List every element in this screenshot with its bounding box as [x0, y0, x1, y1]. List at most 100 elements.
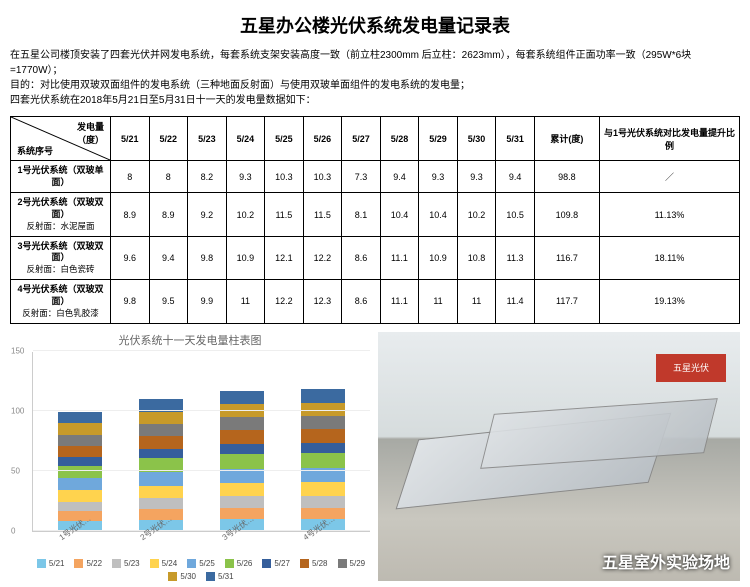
data-cell: 8.9 [149, 193, 188, 236]
data-cell: 10.4 [419, 193, 458, 236]
data-cell: 10.8 [457, 236, 496, 279]
data-cell: 11.3 [496, 236, 535, 279]
ratio-cell: 11.13% [600, 193, 740, 236]
data-cell: 11 [419, 280, 458, 323]
data-cell: 10.3 [303, 161, 342, 193]
data-cell: 9.9 [188, 280, 227, 323]
data-cell: 10.9 [419, 236, 458, 279]
data-cell: 11 [226, 280, 265, 323]
sum_col: 累计(度) [534, 117, 599, 161]
data-cell: 11.1 [380, 236, 419, 279]
date-header: 5/22 [149, 117, 188, 161]
chart-title: 光伏系统十一天发电量柱表图 [10, 332, 370, 348]
intro-line: 目的：对比使用双玻双面组件的发电系统（三种地面反射面）与使用双玻单面组件的发电系… [10, 78, 740, 93]
legend-item: 5/28 [300, 559, 328, 568]
data-cell: 8.6 [342, 236, 381, 279]
chart-legend: 5/21 5/22 5/23 5/24 5/25 5/26 5/27 5/28 5/29 5/30… [32, 559, 370, 581]
data-cell: 9.3 [457, 161, 496, 193]
legend-item: 5/27 [262, 559, 290, 568]
table-row: 1号光伏系统（双玻单面）888.29.310.310.37.39.49.39.3… [11, 161, 740, 193]
data-cell: 11 [457, 280, 496, 323]
diagonal-header: 发电量（度）系统序号 [11, 117, 111, 161]
data-cell: 10.3 [265, 161, 304, 193]
date-header: 5/27 [342, 117, 381, 161]
data-cell: 8.6 [342, 280, 381, 323]
row-header: 1号光伏系统（双玻单面） [11, 161, 111, 193]
data-cell: 8.9 [111, 193, 150, 236]
legend-item: 5/25 [187, 559, 215, 568]
legend-item: 5/29 [338, 559, 366, 568]
red-sign: 五星光伏 [656, 354, 726, 382]
intro-line: 在五星公司楼顶安装了四套光伏并网发电系统，每套系统支架安装高度一致（前立柱230… [10, 48, 740, 78]
data-cell: 9.4 [149, 236, 188, 279]
data-cell: 9.3 [226, 161, 265, 193]
photo-caption: 五星室外实验场地 [602, 549, 730, 573]
data-cell: 10.2 [226, 193, 265, 236]
data-cell: 11.5 [265, 193, 304, 236]
data-cell: 11.4 [496, 280, 535, 323]
chart-panel: 光伏系统十一天发电量柱表图 050100150 1号光伏…2号光伏…3号光伏…4… [10, 332, 370, 581]
legend-item: 5/24 [150, 559, 178, 568]
data-cell: 9.2 [188, 193, 227, 236]
data-cell: 7.3 [342, 161, 381, 193]
data-table: 发电量（度）系统序号5/215/225/235/245/255/265/275/… [10, 116, 740, 324]
legend-item: 5/31 [206, 572, 234, 581]
date-header: 5/28 [380, 117, 419, 161]
row-header: 2号光伏系统（双玻双面）反射面：水泥屋面 [11, 193, 111, 236]
site-photo: 五星光伏 五星室外实验场地 [378, 332, 740, 581]
data-cell: 8 [149, 161, 188, 193]
data-cell: 10.5 [496, 193, 535, 236]
data-cell: 11.1 [380, 280, 419, 323]
date-header: 5/29 [419, 117, 458, 161]
sum-cell: 98.8 [534, 161, 599, 193]
date-header: 5/24 [226, 117, 265, 161]
table-row: 4号光伏系统（双玻双面）反射面：白色乳胶漆9.89.59.91112.212.3… [11, 280, 740, 323]
ratio-cell: 19.13% [600, 280, 740, 323]
data-cell: 11.5 [303, 193, 342, 236]
data-cell: 8.2 [188, 161, 227, 193]
data-cell: 9.5 [149, 280, 188, 323]
data-cell: 9.8 [188, 236, 227, 279]
data-cell: 8.1 [342, 193, 381, 236]
row-header: 3号光伏系统（双玻双面）反射面：白色瓷砖 [11, 236, 111, 279]
data-cell: 10.9 [226, 236, 265, 279]
row-header: 4号光伏系统（双玻双面）反射面：白色乳胶漆 [11, 280, 111, 323]
legend-item: 5/22 [74, 559, 102, 568]
ratio_col: 与1号光伏系统对比发电量提升比例 [600, 117, 740, 161]
legend-item: 5/23 [112, 559, 140, 568]
intro-block: 在五星公司楼顶安装了四套光伏并网发电系统，每套系统支架安装高度一致（前立柱230… [10, 48, 740, 108]
data-cell: 12.2 [303, 236, 342, 279]
data-cell: 9.4 [496, 161, 535, 193]
table-row: 2号光伏系统（双玻双面）反射面：水泥屋面8.98.99.210.211.511.… [11, 193, 740, 236]
data-cell: 9.3 [419, 161, 458, 193]
date-header: 5/26 [303, 117, 342, 161]
table-row: 3号光伏系统（双玻双面）反射面：白色瓷砖9.69.49.810.912.112.… [11, 236, 740, 279]
data-cell: 9.4 [380, 161, 419, 193]
data-cell: 9.6 [111, 236, 150, 279]
data-cell: 10.4 [380, 193, 419, 236]
legend-item: 5/26 [225, 559, 253, 568]
date-header: 5/30 [457, 117, 496, 161]
data-cell: 9.8 [111, 280, 150, 323]
sum-cell: 117.7 [534, 280, 599, 323]
date-header: 5/25 [265, 117, 304, 161]
intro-line: 四套光伏系统在2018年5月21日至5月31日十一天的发电量数据如下： [10, 93, 740, 108]
legend-item: 5/21 [37, 559, 65, 568]
stacked-bar [220, 391, 264, 531]
sum-cell: 109.8 [534, 193, 599, 236]
data-cell: 12.2 [265, 280, 304, 323]
data-cell: 12.3 [303, 280, 342, 323]
stacked-bar-chart: 050100150 [32, 352, 370, 532]
sum-cell: 116.7 [534, 236, 599, 279]
date-header: 5/23 [188, 117, 227, 161]
data-cell: 10.2 [457, 193, 496, 236]
ratio-cell: 18.11% [600, 236, 740, 279]
ratio-cell: ／ [600, 161, 740, 193]
date-header: 5/31 [496, 117, 535, 161]
data-cell: 8 [111, 161, 150, 193]
data-cell: 12.1 [265, 236, 304, 279]
date-header: 5/21 [111, 117, 150, 161]
page-title: 五星办公楼光伏系统发电量记录表 [10, 12, 740, 38]
legend-item: 5/30 [168, 572, 196, 581]
stacked-bar [139, 399, 183, 531]
